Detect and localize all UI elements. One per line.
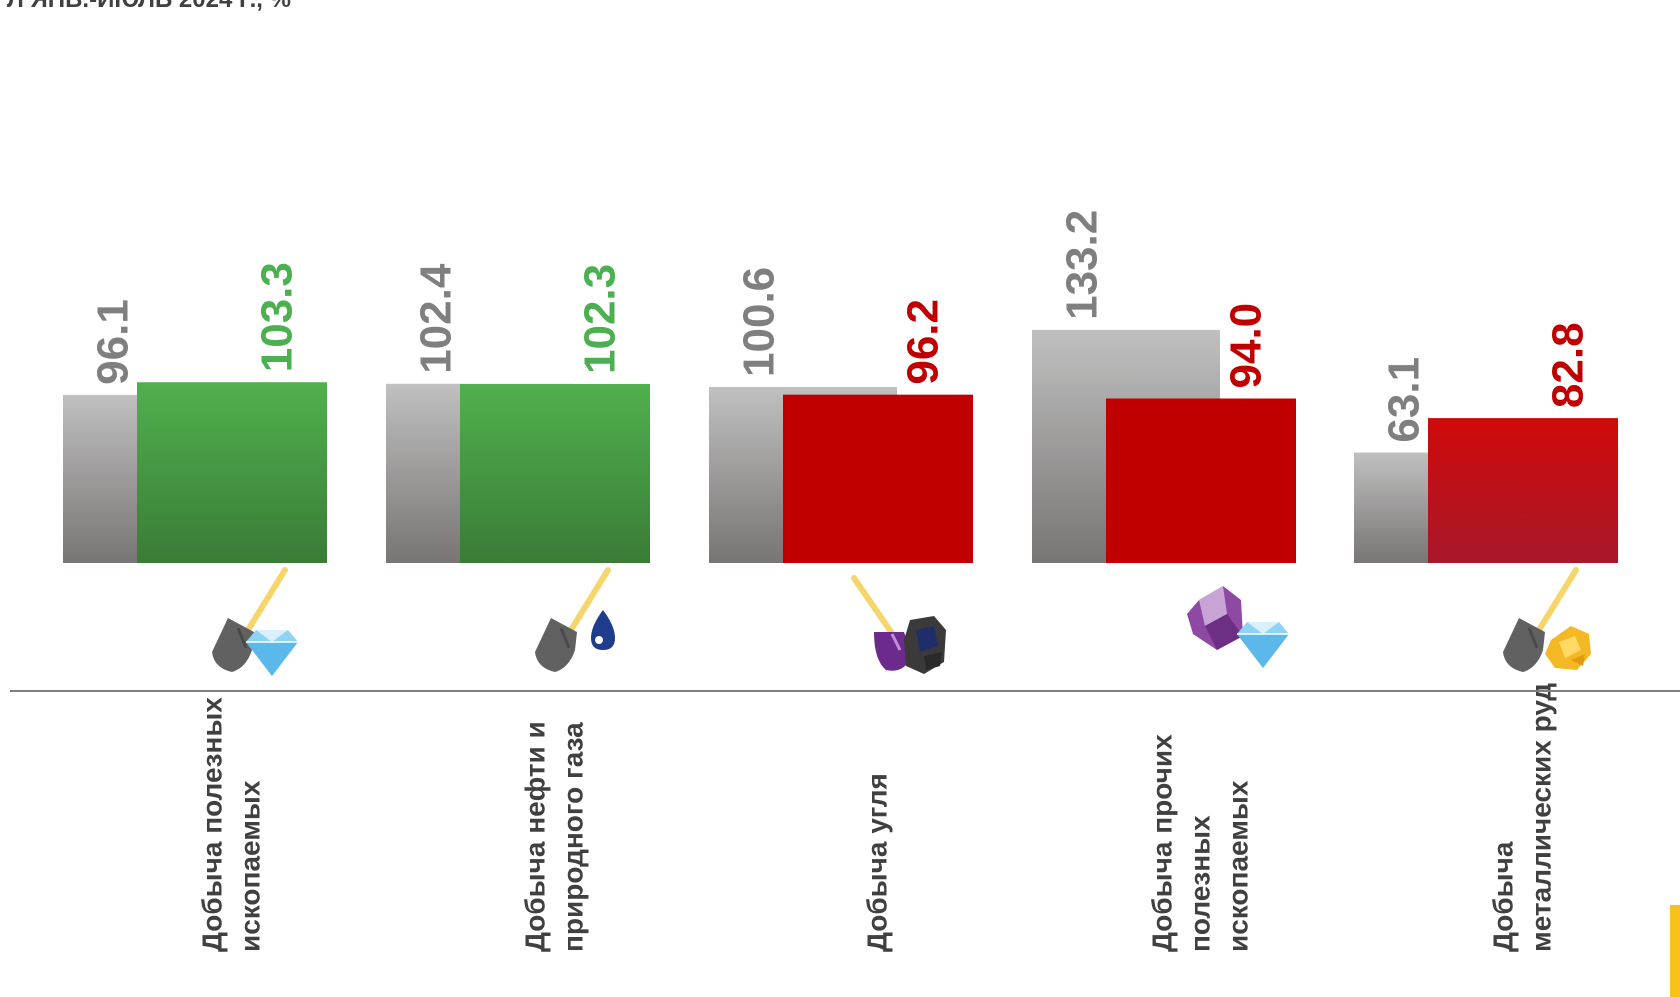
category-label-1-1: природного газа [558,722,589,952]
shovel-gold-ore-icon [1503,567,1591,672]
bar-series2-0 [137,382,327,563]
shovel-oil-drop-icon [535,567,615,672]
value-label-series2-1: 102.3 [576,264,625,374]
category-label-0-0: Добыча полезных [197,697,228,952]
category-label-2-0: Добыча угля [862,773,893,952]
value-label-series2-0: 103.3 [253,262,302,372]
value-label-series1-4: 63.1 [1380,357,1429,443]
bar-series2-2 [783,394,973,563]
value-label-series1-3: 133.2 [1058,210,1107,320]
category-label-3-0: Добыча прочих [1147,734,1178,952]
bar-series2-4 [1428,418,1618,563]
bar-series2-3 [1106,398,1296,563]
category-label-3-2: ископаемых [1223,780,1254,952]
value-label-series2-4: 82.8 [1544,322,1593,408]
shovel-diamond-icon [212,567,298,676]
chart-title: ГЛ ЯНВ.-ИЮЛЬ 2024 Г., % [0,0,291,14]
accent-bar [1670,905,1680,997]
value-label-series1-0: 96.1 [89,299,138,385]
bar-series2-1 [460,383,650,563]
value-label-series1-2: 100.6 [735,267,784,377]
category-axis-line [10,690,1680,692]
category-label-3-1: полезных [1185,815,1216,952]
category-label-1-0: Добыча нефти и [520,721,551,952]
value-label-series1-1: 102.4 [412,263,461,374]
category-label-4-1: металлических руд [1526,683,1557,952]
crystals-diamond-icon [1187,586,1289,668]
category-label-0-1: ископаемых [235,780,266,952]
value-label-series2-3: 94.0 [1222,303,1271,389]
category-label-4-0: Добыча [1488,841,1519,952]
shovel-coal-icon [851,575,946,674]
value-label-series2-2: 96.2 [899,299,948,385]
